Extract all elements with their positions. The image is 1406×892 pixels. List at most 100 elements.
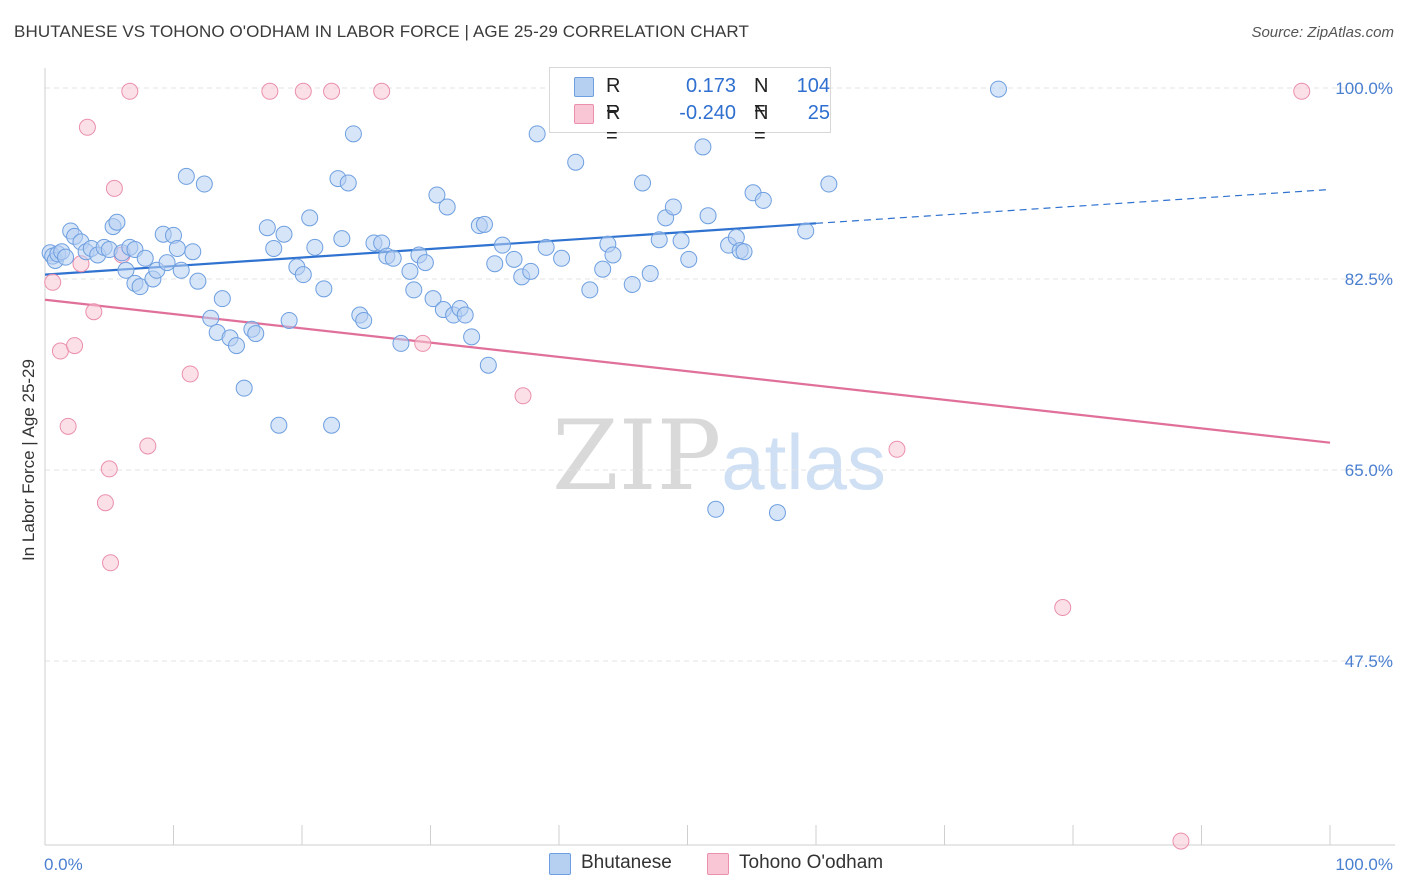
- y-tick-label: 47.5%: [1345, 652, 1393, 671]
- data-point-bhutanese: [280, 311, 298, 329]
- data-point-tohono: [181, 365, 199, 383]
- data-point-bhutanese: [604, 246, 622, 264]
- data-point-bhutanese: [528, 125, 546, 143]
- data-point-bhutanese: [486, 255, 504, 273]
- data-point-bhutanese: [172, 261, 190, 279]
- data-point-bhutanese: [493, 236, 511, 254]
- data-point-tohono: [373, 82, 391, 100]
- data-point-bhutanese: [768, 504, 786, 522]
- data-point-tohono: [121, 82, 139, 100]
- tick-label-layer: 100.0% 82.5% 65.0% 47.5% 0.0% 100.0%: [44, 79, 1393, 874]
- data-point-tohono: [100, 460, 118, 478]
- series-legend: Bhutanese Tohono O'odham: [0, 852, 1406, 878]
- data-point-bhutanese: [522, 262, 540, 280]
- chart-title: BHUTANESE VS TOHONO O'ODHAM IN LABOR FOR…: [14, 22, 749, 41]
- data-point-tohono: [1172, 832, 1190, 850]
- data-point-bhutanese: [258, 219, 276, 237]
- data-point-bhutanese: [699, 207, 717, 225]
- data-point-bhutanese: [227, 337, 245, 355]
- data-point-bhutanese: [333, 230, 351, 248]
- data-point-tohono: [96, 494, 114, 512]
- data-point-bhutanese: [275, 225, 293, 243]
- data-point-bhutanese: [189, 272, 207, 290]
- data-point-bhutanese: [537, 238, 555, 256]
- data-point-bhutanese: [424, 290, 442, 308]
- watermark-atlas: atlas: [721, 418, 886, 506]
- data-point-bhutanese: [754, 191, 772, 209]
- data-point-bhutanese: [57, 248, 75, 266]
- data-point-bhutanese: [581, 281, 599, 299]
- data-point-bhutanese: [195, 175, 213, 193]
- data-point-bhutanese: [553, 249, 571, 267]
- data-point-bhutanese: [505, 250, 523, 268]
- data-point-bhutanese: [315, 280, 333, 298]
- data-point-tohono: [44, 273, 62, 291]
- data-point-bhutanese: [634, 174, 652, 192]
- data-point-tohono: [1293, 82, 1311, 100]
- y-axis-title: In Labor Force | Age 25-29: [19, 359, 38, 561]
- y-tick-label: 100.0%: [1335, 79, 1393, 98]
- data-point-bhutanese: [213, 290, 231, 308]
- data-point-tohono: [105, 179, 123, 197]
- x-tick-label: 0.0%: [44, 855, 83, 874]
- data-point-bhutanese: [797, 222, 815, 240]
- data-point-bhutanese: [641, 265, 659, 283]
- legend-r-value: 0.173: [685, 75, 736, 97]
- data-point-bhutanese: [694, 138, 712, 156]
- correlation-legend: R = 0.173 N = 104 R = -0.240 N = 25: [549, 67, 831, 147]
- data-point-bhutanese: [355, 311, 373, 329]
- legend-swatch-blue: [549, 853, 571, 875]
- data-point-tohono: [1054, 599, 1072, 617]
- data-point-bhutanese: [270, 416, 288, 434]
- data-point-tohono: [323, 82, 341, 100]
- data-point-bhutanese: [136, 249, 154, 267]
- trend-line-tohono: [44, 298, 1331, 444]
- data-point-bhutanese: [177, 167, 195, 185]
- data-point-bhutanese: [401, 262, 419, 280]
- data-point-bhutanese: [416, 254, 434, 272]
- trend-line-bhutanese-extension: [815, 188, 1331, 224]
- data-point-tohono: [888, 440, 906, 458]
- data-point-bhutanese: [664, 198, 682, 216]
- legend-r-value: -0.240: [679, 102, 736, 124]
- data-point-tohono: [51, 342, 69, 360]
- data-point-bhutanese: [117, 261, 135, 279]
- data-point-bhutanese: [184, 243, 202, 261]
- legend-swatch-blue: [574, 77, 594, 97]
- legend-r-label: R =: [606, 75, 621, 120]
- data-point-bhutanese: [202, 309, 220, 327]
- data-point-bhutanese: [323, 416, 341, 434]
- data-point-bhutanese: [650, 231, 668, 249]
- data-point-bhutanese: [438, 198, 456, 216]
- data-point-bhutanese: [235, 379, 253, 397]
- data-point-bhutanese: [301, 209, 319, 227]
- data-point-tohono: [59, 417, 77, 435]
- legend-n-value: 104: [796, 75, 830, 97]
- legend-swatch-pink: [707, 853, 729, 875]
- legend-n-value: 25: [807, 102, 830, 124]
- data-point-bhutanese: [392, 334, 410, 352]
- data-point-bhutanese: [158, 254, 176, 272]
- y-tick-label: 82.5%: [1345, 270, 1393, 289]
- points-layer: [41, 80, 1311, 850]
- trend-layer: [44, 188, 1331, 444]
- data-point-bhutanese: [344, 125, 362, 143]
- data-point-bhutanese: [247, 325, 265, 343]
- data-point-bhutanese: [989, 80, 1007, 98]
- legend-swatch-pink: [574, 104, 594, 124]
- data-point-bhutanese: [820, 175, 838, 193]
- data-point-bhutanese: [168, 239, 186, 257]
- data-point-tohono: [66, 337, 84, 355]
- data-point-bhutanese: [456, 306, 474, 324]
- data-point-tohono: [139, 437, 157, 455]
- legend-n-label: N =: [754, 75, 769, 120]
- data-point-bhutanese: [294, 266, 312, 284]
- chart-source: Source: ZipAtlas.com: [1251, 24, 1394, 41]
- data-point-bhutanese: [265, 239, 283, 257]
- data-point-bhutanese: [463, 328, 481, 346]
- data-point-bhutanese: [479, 356, 497, 374]
- data-point-bhutanese: [384, 249, 402, 267]
- data-point-bhutanese: [680, 250, 698, 268]
- data-point-bhutanese: [623, 275, 641, 293]
